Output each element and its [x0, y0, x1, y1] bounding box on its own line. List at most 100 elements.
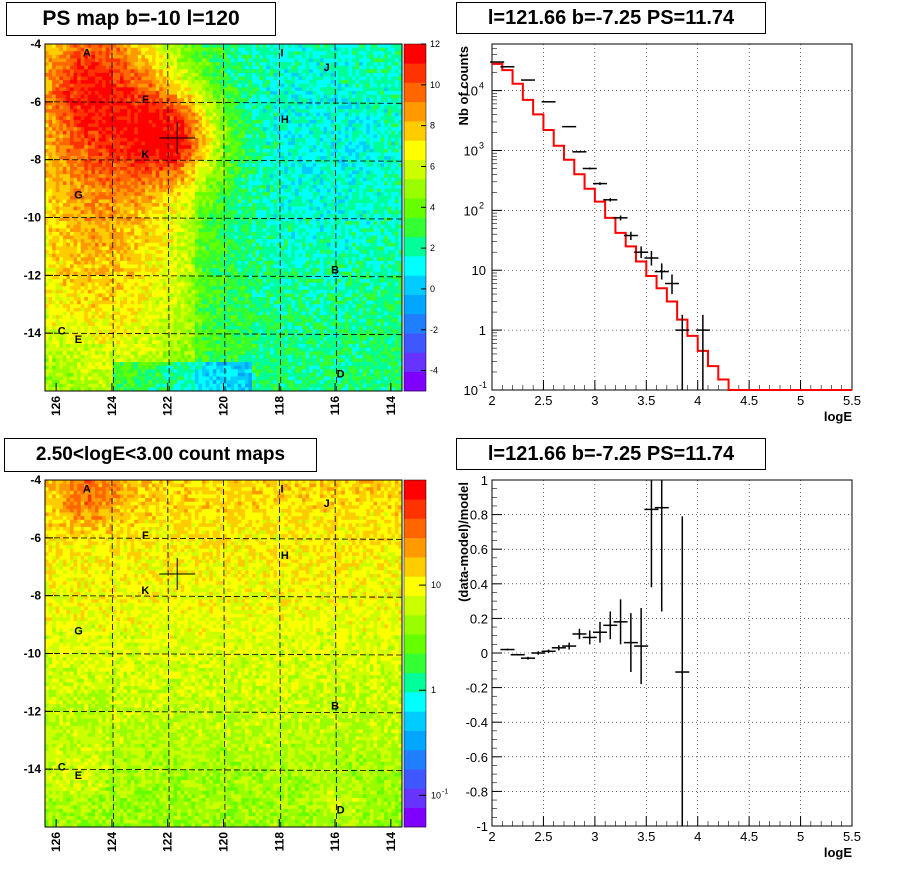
- map-x-tick-label: 116: [328, 832, 342, 852]
- residual-x-tick-label: 3.5: [637, 829, 655, 844]
- residual-x-tick-label: 5.5: [843, 829, 861, 844]
- source-label-F: F: [142, 530, 149, 542]
- spectrum-y-tick-exponent: 4: [479, 81, 484, 91]
- spectrum-x-tick-label: 3: [591, 393, 598, 408]
- colorbar-tick-label: 0: [430, 284, 435, 294]
- colorbar-cell: [404, 352, 426, 372]
- colorbar-cell: [404, 788, 426, 808]
- colorbar-cell: [404, 160, 426, 180]
- spectrum-y-tick-label: 1: [479, 323, 486, 338]
- source-label-C: C: [58, 325, 66, 337]
- source-label-C: C: [58, 761, 66, 773]
- count-map-title: 2.50<logE<3.00 count maps: [4, 438, 317, 472]
- spectrum-frame: [492, 44, 852, 390]
- residual-x-tick-label: 3: [591, 829, 598, 844]
- colorbar-cell: [404, 102, 426, 122]
- residual-title: l=121.66 b=-7.25 PS=11.74: [456, 438, 766, 470]
- colorbar-cell: [404, 519, 426, 539]
- spectrum-y-tick-label: 10: [472, 263, 486, 278]
- colorbar-cell: [404, 750, 426, 770]
- colorbar-tick-label: 12: [430, 39, 440, 49]
- map-y-tick-label: -14: [24, 762, 42, 776]
- residual-x-tick-label: 2: [488, 829, 495, 844]
- map-x-tick-label: 124: [105, 396, 119, 416]
- spectrum-x-tick-label: 5: [797, 393, 804, 408]
- source-label-H: H: [281, 550, 289, 562]
- map-x-tick-label: 124: [105, 832, 119, 852]
- spectrum-x-tick-label: 4: [694, 393, 701, 408]
- spectrum-y-tick-exponent: 3: [479, 140, 484, 150]
- residual-y-tick-label: 0.6: [470, 542, 488, 557]
- residual-x-tick-label: 2.5: [534, 829, 552, 844]
- source-label-J: J: [324, 498, 330, 510]
- spectrum-x-axis-label: logE: [824, 409, 852, 424]
- colorbar-tick-exponent: -1: [442, 788, 448, 795]
- colorbar-cell: [404, 218, 426, 238]
- colorbar-cell: [404, 333, 426, 353]
- colorbar-cell: [404, 731, 426, 751]
- colorbar-cell: [404, 314, 426, 334]
- map-y-tick-label: -8: [30, 589, 41, 603]
- map-x-tick-label: 118: [272, 832, 286, 852]
- residual-y-tick-label: -0.6: [466, 750, 488, 765]
- spectrum-x-tick-label: 5.5: [843, 393, 861, 408]
- map-x-tick-label: 116: [328, 396, 342, 416]
- colorbar-cell: [404, 140, 426, 160]
- source-label-H: H: [281, 114, 289, 126]
- spectrum-y-tick-label: 10: [464, 383, 478, 398]
- colorbar-cell: [404, 198, 426, 218]
- spectrum-x-tick-label: 2.5: [534, 393, 552, 408]
- spectrum-title: l=121.66 b=-7.25 PS=11.74: [456, 2, 766, 34]
- residual-y-axis-label: (data-model)/model: [456, 482, 471, 602]
- colorbar-cell: [404, 634, 426, 654]
- map-y-tick-label: -8: [30, 153, 41, 167]
- residual-y-tick-label: -1: [476, 819, 488, 834]
- map-x-tick-label: 114: [384, 396, 398, 416]
- map-x-tick-label: 126: [49, 396, 63, 416]
- residual-y-tick-label: 0: [481, 646, 488, 661]
- residual-y-tick-label: 0.4: [470, 577, 488, 592]
- spectrum-x-tick-label: 3.5: [637, 393, 655, 408]
- map-x-tick-label: 118: [272, 396, 286, 416]
- spectrum-y-tick-label: 10: [464, 203, 478, 218]
- source-label-G: G: [74, 625, 83, 637]
- colorbar-cell: [404, 295, 426, 315]
- spectrum-x-tick-label: 4.5: [740, 393, 758, 408]
- map-x-tick-label: 122: [161, 396, 175, 416]
- colorbar-tick-label: 1: [431, 685, 436, 695]
- source-label-D: D: [337, 805, 345, 817]
- source-label-G: G: [74, 189, 83, 201]
- colorbar-cell: [404, 237, 426, 257]
- colorbar-cell: [404, 596, 426, 616]
- residual-y-tick-label: -0.4: [466, 715, 488, 730]
- source-label-B: B: [331, 265, 339, 277]
- residual-y-tick-label: 0.2: [470, 611, 488, 626]
- colorbar-cell: [404, 275, 426, 295]
- colorbar-cell: [404, 372, 426, 392]
- spectrum-y-tick-label: 10: [464, 143, 478, 158]
- spectrum-y-tick-exponent: 2: [479, 200, 484, 210]
- source-label-E: E: [75, 770, 82, 782]
- map-y-tick-label: -14: [24, 326, 42, 340]
- colorbar-cell: [404, 654, 426, 674]
- residual-x-axis-label: logE: [824, 845, 852, 860]
- residual-y-tick-label: 0.8: [470, 508, 488, 523]
- colorbar-cell: [404, 63, 426, 83]
- colorbar-cell: [404, 557, 426, 577]
- source-label-B: B: [331, 701, 339, 713]
- colorbar-tick-label: 6: [430, 161, 435, 171]
- colorbar-tick-label: 4: [430, 202, 435, 212]
- source-label-I: I: [281, 48, 284, 60]
- colorbar-cell: [404, 83, 426, 103]
- colorbar-tick-label: 8: [430, 121, 435, 131]
- spectrum-y-axis-label: Nb of counts: [456, 46, 471, 125]
- source-label-A: A: [83, 484, 91, 496]
- map-pixels: [45, 480, 402, 827]
- map-y-tick-label: -10: [24, 211, 42, 225]
- colorbar-cell: [404, 692, 426, 712]
